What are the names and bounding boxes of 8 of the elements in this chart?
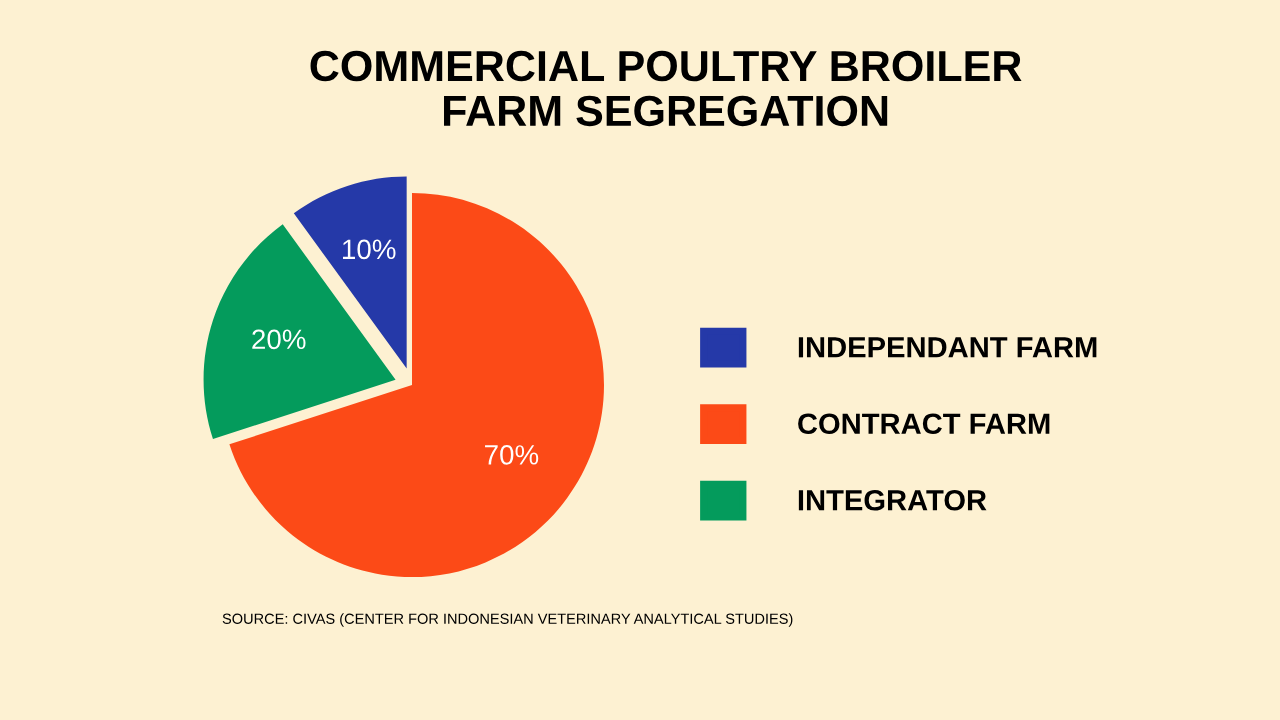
data-label: 10% (343, 239, 396, 260)
source-note: SOURCE: CIVAS (CENTER FOR INDONESIAN VETERINARY ANALYTICAL STUDIES) (222, 613, 793, 627)
legend-label: INTEGRATOR (798, 489, 987, 511)
data-label: 70% (485, 445, 539, 465)
data-label: 20% (252, 329, 306, 350)
chart-title: COMMERCIAL POULTRY BROILER FARM SEGREGATION (310, 50, 1022, 127)
legend-label: CONTRACT FARM (798, 413, 1050, 435)
legend-label: INDEPENDANT FARM (798, 337, 1097, 358)
